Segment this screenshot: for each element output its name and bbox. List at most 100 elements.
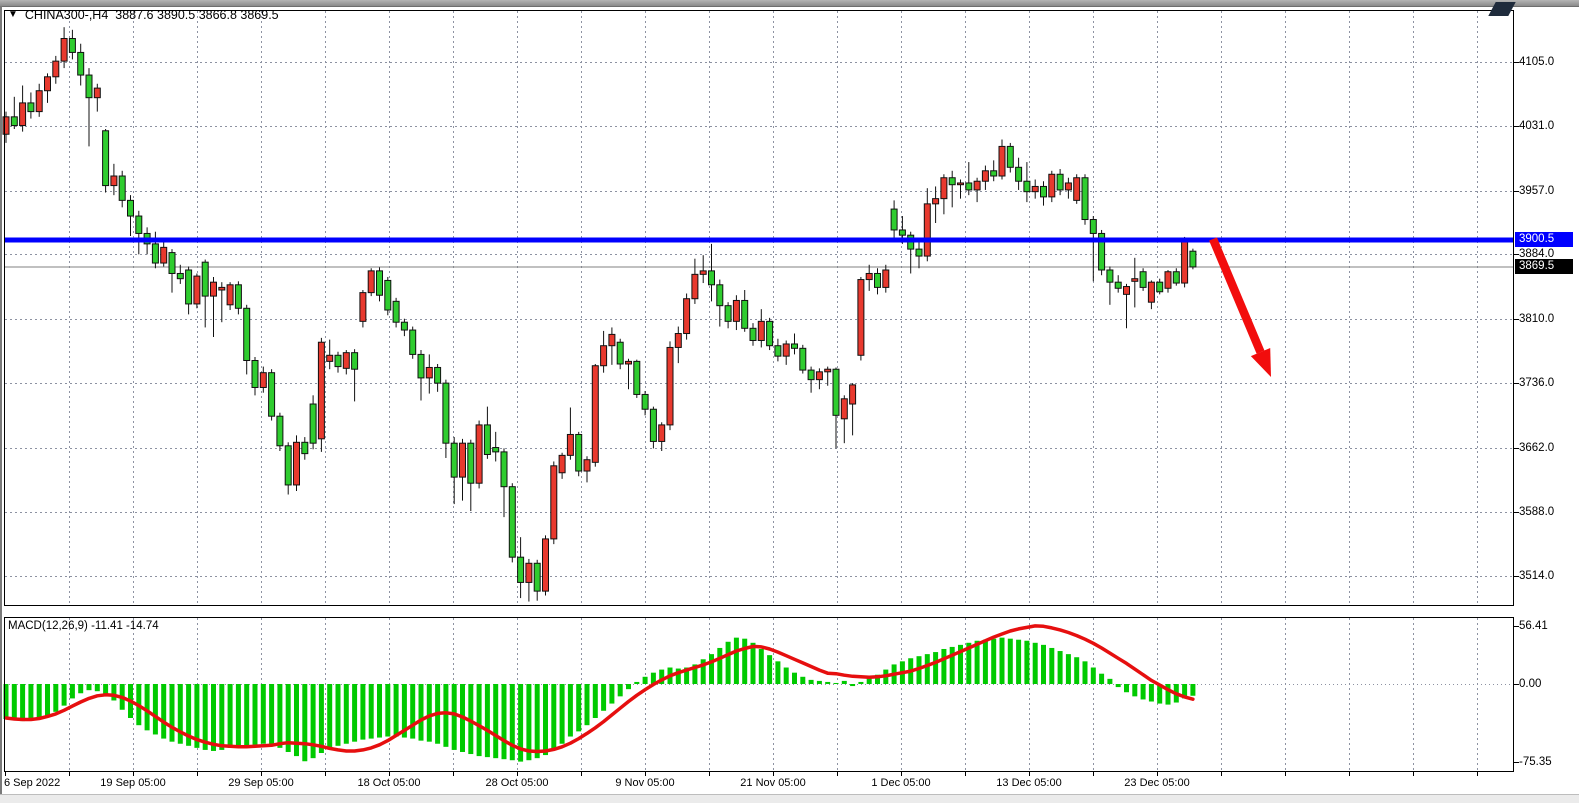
axis-ticks: [5, 62, 1519, 776]
macd-bar: [501, 684, 507, 760]
candle-body: [293, 441, 300, 486]
candle-body: [334, 354, 342, 368]
candle-body: [342, 352, 350, 369]
macd-bar: [1182, 684, 1188, 699]
candle-body: [1040, 185, 1047, 198]
macd-bar: [186, 684, 192, 746]
candle-body: [566, 433, 574, 456]
candle-body: [85, 74, 93, 99]
macd-bar: [675, 668, 681, 684]
candle-body: [840, 398, 848, 420]
macd-bar: [1157, 684, 1163, 704]
candle-body: [467, 442, 475, 484]
macd-bar: [659, 669, 665, 684]
candle-body: [1056, 173, 1064, 191]
candle-body: [1106, 269, 1114, 283]
candle-body: [857, 279, 865, 356]
macd-bar: [526, 684, 532, 761]
macd-bar: [974, 640, 980, 684]
macd-bar: [1090, 667, 1096, 684]
candle-body: [558, 454, 566, 474]
macd-bar: [493, 684, 499, 759]
candle-body: [981, 170, 989, 182]
candle-body: [284, 445, 292, 486]
candle-body: [351, 352, 359, 370]
top-scrollbar[interactable]: [0, 0, 1579, 7]
candle-body: [176, 272, 184, 280]
candle-body: [957, 182, 964, 186]
candle-body: [782, 343, 790, 357]
candle-body: [425, 366, 433, 379]
macd-bar: [509, 684, 515, 761]
time-axis-label: 1 Dec 05:00: [871, 777, 931, 789]
macd-bar: [227, 684, 233, 748]
macd-bar: [451, 684, 457, 750]
symbol-dropdown-icon[interactable]: ▼: [8, 9, 18, 20]
window-bottom-edge: [0, 794, 1579, 803]
macd-bar: [958, 644, 963, 684]
candle-body: [724, 305, 732, 322]
candle-body: [317, 341, 325, 440]
time-axis-label: 13 Dec 05:00: [996, 777, 1062, 789]
macd-bar: [177, 684, 183, 744]
macd-bar: [352, 684, 358, 742]
candle-body: [1098, 232, 1106, 271]
macd-bar: [269, 684, 275, 745]
candle-body: [1123, 286, 1130, 295]
candle-body: [243, 307, 251, 362]
price-axis-label: 3662.0: [1519, 441, 1555, 454]
candle-body: [1089, 219, 1097, 234]
macd-bar: [626, 684, 631, 690]
macd-bar: [966, 642, 972, 684]
candle-body: [201, 261, 209, 297]
candle-body: [434, 366, 442, 384]
macd-bar: [692, 664, 698, 684]
candle-body: [1139, 271, 1147, 288]
price-axis-label: 3957.0: [1519, 184, 1555, 197]
trend-arrow-object[interactable]: [1209, 237, 1271, 377]
candle-body: [234, 284, 242, 309]
macd-bar: [318, 684, 324, 754]
macd-bar: [1165, 684, 1171, 705]
macd-bar: [982, 639, 988, 684]
macd-bar: [78, 684, 84, 694]
macd-bar: [1074, 657, 1080, 684]
candle-body: [741, 299, 749, 329]
candle-body: [400, 321, 408, 331]
time-axis-label: 18 Oct 05:00: [357, 777, 421, 789]
candle-body: [1048, 173, 1056, 198]
macd-bar: [1148, 684, 1154, 702]
candle-body: [600, 345, 608, 367]
candle-body: [973, 180, 981, 191]
candle-body: [766, 320, 774, 347]
macd-bar: [534, 684, 540, 759]
candle-body: [633, 360, 641, 395]
chart-header: ▼ CHINA300-,H4 3887.6 3890.5 3866.8 3869…: [8, 8, 279, 22]
candle-body: [1181, 240, 1189, 284]
macd-bar: [219, 684, 225, 750]
macd-bar: [252, 684, 258, 745]
candle-body: [483, 424, 491, 455]
macd-bar: [202, 684, 208, 750]
macd-bar: [11, 684, 17, 721]
candle-body: [525, 562, 533, 583]
macd-bar: [949, 646, 955, 684]
macd-bar: [343, 684, 349, 744]
time-axis-label: 29 Sep 05:00: [228, 777, 294, 789]
candle-body: [1131, 278, 1139, 282]
macd-bar: [1124, 684, 1129, 693]
candle-body: [749, 327, 757, 341]
candle-body: [898, 229, 906, 236]
candle-body: [301, 441, 309, 455]
candle-body: [1064, 182, 1072, 191]
candle-body: [1189, 250, 1197, 268]
macd-bar: [1049, 647, 1055, 684]
macd-bar: [559, 684, 565, 744]
candle-body: [210, 281, 217, 297]
candle-body: [326, 354, 334, 362]
macd-bar: [368, 684, 374, 739]
macd-bar: [933, 652, 939, 684]
candle-body: [948, 177, 956, 186]
